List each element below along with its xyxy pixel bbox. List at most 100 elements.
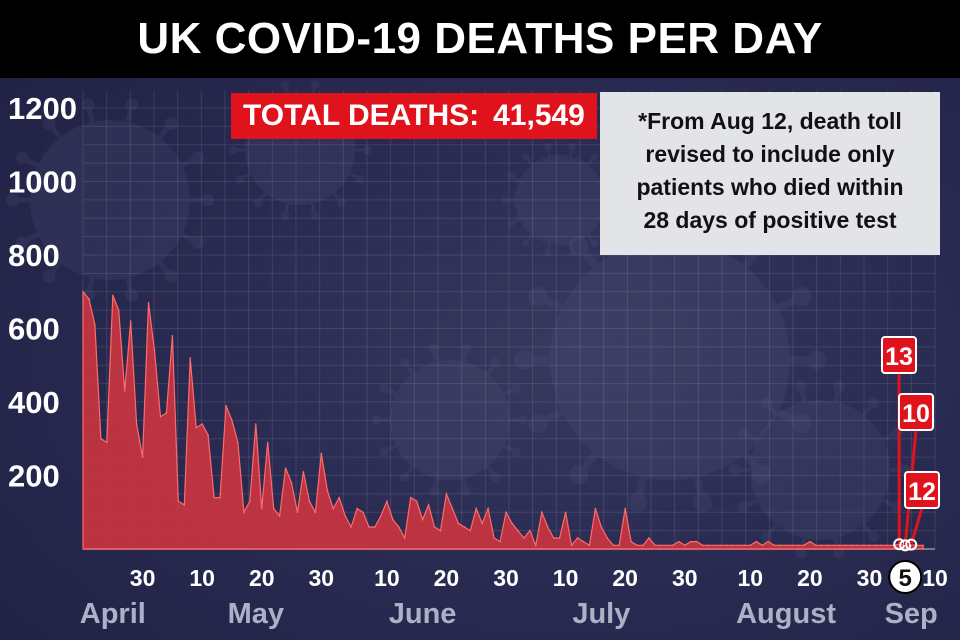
y-tick-label: 600 (8, 312, 60, 347)
y-axis-ticks: 200 400 600 800 1000 1200 (8, 91, 77, 494)
data-point (117, 309, 120, 311)
data-point (392, 518, 394, 521)
data-point (183, 504, 186, 506)
data-point (630, 540, 632, 543)
data-point (540, 511, 543, 514)
data-point (457, 522, 460, 525)
data-point (588, 544, 591, 547)
data-point (374, 526, 376, 528)
data-point (397, 526, 400, 528)
x-tick-label: 30 (672, 565, 698, 591)
data-point (803, 544, 805, 547)
data-point (832, 544, 835, 547)
data-point (499, 540, 501, 543)
data-point (272, 507, 275, 510)
data-point (135, 423, 138, 425)
callout-label: 10 (902, 400, 930, 428)
virus-decoration (501, 142, 619, 258)
data-point (386, 500, 388, 503)
x-tick-label: 10 (738, 565, 764, 591)
data-point (380, 515, 382, 517)
x-tick-label: 30 (493, 565, 519, 591)
data-point (809, 540, 811, 543)
data-point (785, 544, 787, 547)
callout-leader (909, 507, 924, 546)
data-point (415, 500, 418, 503)
y-tick-label: 1000 (8, 165, 77, 200)
data-point (141, 456, 144, 458)
revision-note: *From Aug 12, death toll revised to incl… (600, 92, 940, 255)
x-tick-label: 30 (857, 565, 883, 591)
data-point (421, 518, 424, 521)
data-point (487, 507, 489, 510)
x-tick-label: 20 (612, 565, 638, 591)
data-point (648, 537, 650, 539)
data-point (123, 390, 126, 392)
data-point (678, 540, 680, 543)
data-point (493, 537, 495, 539)
data-point (529, 529, 531, 532)
data-point (666, 544, 668, 547)
data-point (284, 467, 287, 469)
data-point (225, 404, 227, 407)
y-tick-label: 400 (8, 385, 60, 420)
data-point (850, 544, 853, 547)
data-point (213, 496, 215, 499)
data-point (570, 544, 573, 547)
data-point (600, 526, 603, 528)
callout-layer: 13 10 12 (881, 336, 940, 552)
callout-point (899, 539, 912, 552)
data-point (111, 294, 114, 297)
data-point (862, 544, 865, 547)
data-point (731, 544, 734, 547)
data-point (546, 526, 549, 528)
callout-box (904, 471, 940, 509)
data-point (672, 544, 674, 547)
data-point (880, 544, 883, 547)
y-tick-label: 200 (8, 459, 60, 494)
data-point (576, 537, 579, 539)
data-point (344, 515, 346, 517)
data-point (624, 507, 626, 510)
data-point (302, 471, 305, 473)
x-month-label: June (389, 598, 457, 630)
data-point (695, 540, 698, 543)
data-point (612, 544, 615, 547)
x-tick-label: 10 (189, 565, 215, 591)
data-point (618, 544, 621, 547)
note-line: revised to include only (645, 141, 895, 167)
data-point (100, 437, 102, 440)
data-point (320, 452, 323, 455)
data-point (469, 529, 472, 532)
x-tick-label: 10 (553, 565, 579, 591)
data-point (290, 482, 293, 484)
data-point (237, 441, 239, 444)
data-point (332, 507, 335, 510)
data-point (743, 544, 746, 547)
total-deaths-label: TOTAL DEATHS: (243, 99, 480, 132)
data-point (439, 529, 442, 532)
x-axis-month-labels: April May June July August Sep (80, 598, 938, 630)
data-point (153, 349, 156, 352)
x-month-label: July (572, 598, 630, 630)
data-point (713, 544, 716, 547)
data-point (606, 537, 609, 539)
data-point (868, 544, 871, 547)
x-tick-label-highlighted: 5 (899, 565, 912, 592)
data-point (427, 504, 430, 506)
data-point (368, 526, 370, 528)
data-point (815, 544, 817, 547)
data-point (82, 290, 84, 293)
data-point (683, 544, 686, 547)
data-point (451, 507, 454, 510)
data-point (409, 496, 412, 499)
data-point (535, 544, 537, 547)
data-point (689, 540, 692, 543)
x-month-label: May (228, 598, 284, 630)
data-point (874, 544, 877, 547)
virus-decoration (372, 343, 528, 497)
x-tick-label: 20 (249, 565, 275, 591)
data-point (475, 507, 478, 510)
data-point (564, 511, 567, 514)
data-point (243, 511, 245, 514)
